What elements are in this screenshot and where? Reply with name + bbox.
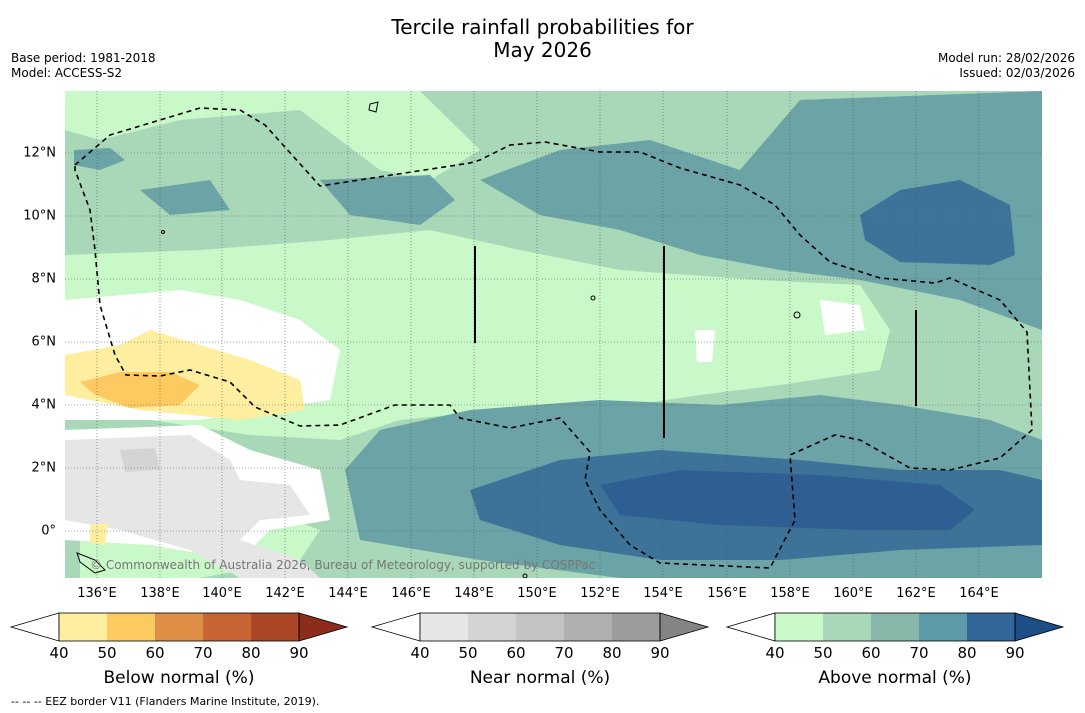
below-tick: 80: [241, 644, 261, 662]
above-60-patch-central: [320, 175, 455, 225]
above-80-core: [600, 470, 975, 530]
map-title-line1: Tercile rainfall probabilities for: [391, 15, 694, 39]
lat-tick: 0°: [41, 523, 56, 539]
below-40-patch-south: [90, 523, 108, 545]
island-yap: [161, 230, 165, 234]
above-tick: 80: [957, 644, 977, 662]
below-tick: 90: [289, 644, 309, 662]
island-pohnpei: [793, 311, 801, 319]
lon-tick: 156°E: [707, 586, 747, 601]
lat-tick: 2°N: [31, 460, 57, 476]
island-new-guinea-north: [76, 552, 106, 574]
eez-footnote: -- -- -- EEZ border V11 (Flanders Marine…: [11, 695, 320, 708]
above-tick: 90: [1005, 644, 1025, 662]
colorbar-near: [370, 612, 710, 642]
lon-tick: 144°E: [328, 586, 368, 601]
below-50-region: [80, 372, 200, 408]
above-60-patch-west: [140, 180, 230, 215]
below-tick: 60: [145, 644, 165, 662]
above-60-region-northeast: [480, 91, 1042, 330]
island-south: [522, 573, 528, 578]
lon-tick: 158°E: [770, 586, 810, 601]
lon-tick: 140°E: [202, 586, 242, 601]
near-tick: 80: [602, 644, 622, 662]
near-normal-label: Near normal (%): [469, 668, 611, 688]
lon-tick: 146°E: [391, 586, 431, 601]
lat-tick: 8°N: [31, 271, 57, 287]
above-tick: 60: [861, 644, 881, 662]
above-tick: 50: [813, 644, 833, 662]
base-period: Base period: 1981-2018: [11, 51, 156, 65]
colorbar-below: [9, 612, 349, 642]
near-tick: 60: [506, 644, 526, 662]
probability-field: [65, 91, 1042, 578]
lon-tick: 162°E: [896, 586, 936, 601]
below-normal-label: Below normal (%): [103, 668, 255, 688]
lon-tick: 150°E: [517, 586, 557, 601]
below-tick: 50: [97, 644, 117, 662]
near-tick: 90: [650, 644, 670, 662]
lat-tick: 4°N: [31, 397, 57, 413]
no-dominant-patch-east: [820, 300, 865, 335]
lat-tick: 10°N: [23, 208, 56, 224]
map-title-line2: May 2026: [493, 38, 592, 62]
above-60-patch-far-west: [74, 148, 125, 170]
lon-tick: 154°E: [643, 586, 683, 601]
island-chuuk: [590, 295, 596, 301]
model-run: Model run: 28/02/2026: [937, 51, 1075, 65]
above-tick: 70: [909, 644, 929, 662]
near-normal-50-patch: [120, 448, 160, 472]
colorbar-above: [725, 612, 1065, 642]
near-tick: 40: [410, 644, 430, 662]
lat-tick: 6°N: [31, 334, 57, 350]
near-tick: 50: [458, 644, 478, 662]
lon-tick: 152°E: [580, 586, 620, 601]
lon-tick: 160°E: [833, 586, 873, 601]
lon-tick: 148°E: [454, 586, 494, 601]
above-70-region-northeast: [860, 180, 1015, 265]
lon-tick: 164°E: [959, 586, 999, 601]
island-guam: [368, 101, 379, 113]
lon-tick: 138°E: [140, 586, 180, 601]
model-name: Model: ACCESS-S2: [11, 66, 123, 80]
below-tick: 40: [49, 644, 69, 662]
near-tick: 70: [554, 644, 574, 662]
above-tick: 40: [765, 644, 785, 662]
eez-border: [74, 107, 1033, 569]
above-40-band-north: [65, 91, 480, 180]
issued-date: Issued: 02/03/2026: [959, 66, 1075, 80]
above-normal-label: Above normal (%): [818, 668, 972, 688]
copyright-credit: © Commonwealth of Australia 2026, Bureau…: [90, 558, 596, 572]
lon-tick: 142°E: [265, 586, 305, 601]
below-tick: 70: [193, 644, 213, 662]
lon-tick: 136°E: [77, 586, 117, 601]
lat-tick: 12°N: [23, 145, 56, 161]
no-dominant-patch-central: [695, 330, 715, 362]
